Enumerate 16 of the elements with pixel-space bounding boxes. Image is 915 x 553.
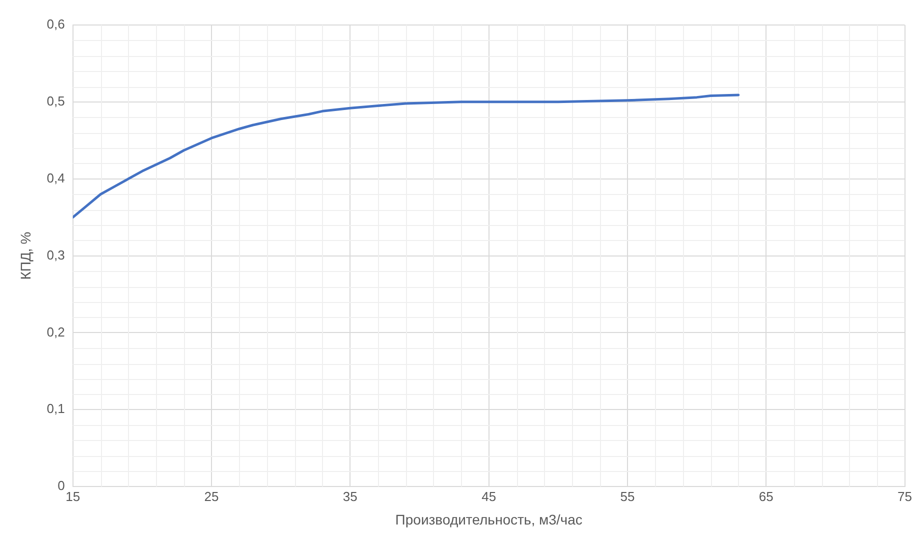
y-tick-label: 0,6 bbox=[46, 16, 65, 32]
y-axis-title: КПД, % bbox=[17, 232, 34, 280]
y-tick-label: 0,3 bbox=[46, 247, 65, 262]
x-tick-label: 25 bbox=[204, 488, 219, 504]
x-tick-label: 35 bbox=[342, 488, 358, 504]
x-tick-label: 75 bbox=[898, 488, 912, 504]
x-tick-label: 55 bbox=[620, 488, 635, 504]
x-axis-title: Производительность, м3/час bbox=[395, 511, 582, 528]
x-tick-label: 45 bbox=[482, 488, 496, 504]
y-tick-label: 0 bbox=[58, 478, 65, 494]
x-tick-label: 15 bbox=[66, 488, 80, 504]
y-tick-label: 0,4 bbox=[46, 170, 65, 186]
y-tick-label: 0,2 bbox=[46, 324, 65, 340]
x-tick-label: 65 bbox=[758, 488, 774, 504]
y-tick-label: 0,5 bbox=[46, 94, 65, 109]
y-tick-label: 0,1 bbox=[46, 401, 65, 416]
